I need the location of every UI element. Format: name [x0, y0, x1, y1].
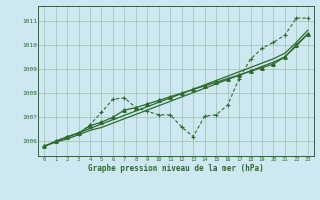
X-axis label: Graphe pression niveau de la mer (hPa): Graphe pression niveau de la mer (hPa) [88, 164, 264, 173]
